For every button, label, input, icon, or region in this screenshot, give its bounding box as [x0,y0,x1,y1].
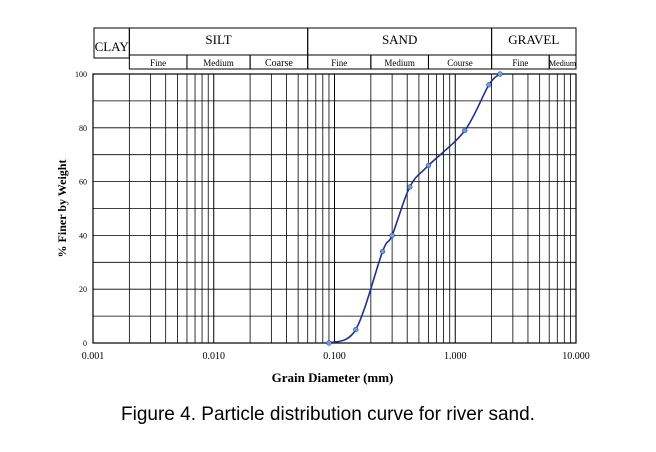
y-tick-label: 60 [79,178,87,187]
data-point [389,232,395,239]
data-point [379,248,386,255]
class-label-clay: CLAY [95,39,130,54]
y-tick-label: 100 [75,70,87,79]
data-point [486,82,492,88]
subclass-label-medium: Medium [384,58,415,68]
x-tick-label: 1.000 [444,351,467,362]
data-point [425,162,432,169]
subclass-label-medium: Medium [549,59,577,68]
class-label-sand: SAND [382,32,417,47]
x-tick-label: 0.001 [82,351,105,362]
x-tick-label: 10.000 [562,351,590,362]
data-point [462,127,468,134]
class-label-gravel: GRAVEL [508,32,559,47]
subclass-label-course: Course [447,58,473,68]
figure-caption: Figure 4. Particle distribution curve fo… [121,404,535,425]
data-point [326,340,332,346]
y-tick-label: 20 [79,285,87,294]
x-axis-label: Grain Diameter (mm) [272,370,394,385]
data-point [353,326,359,333]
subclass-label-medium: Medium [203,58,234,68]
subclass-label-coarse: Coarse [265,58,293,69]
plot-frame [92,73,577,344]
x-tick-label: 0.100 [323,351,346,362]
y-axis-label: % Finer by Weight [55,160,69,258]
class-label-silt: SILT [205,32,231,47]
y-tick-label: 40 [79,231,87,240]
subclass-label-fine: Fine [512,58,528,68]
subclass-label-fine: Fine [331,58,347,68]
x-tick-label: 0.010 [203,351,226,362]
grid-lines [92,73,576,344]
classification-header [93,27,577,70]
data-point [497,71,503,77]
subclass-box [548,54,577,70]
y-tick-label: 0 [83,339,87,348]
data-point [407,184,413,190]
subclass-label-fine: Fine [150,58,166,68]
y-tick-label: 80 [79,124,87,133]
